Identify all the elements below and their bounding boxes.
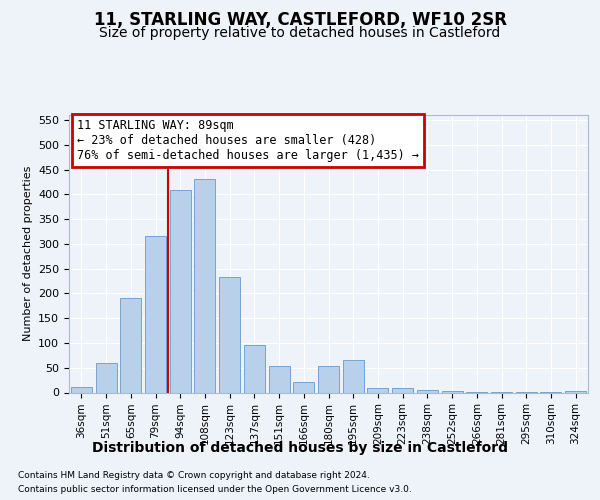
Text: Contains HM Land Registry data © Crown copyright and database right 2024.: Contains HM Land Registry data © Crown c… [18,471,370,480]
Bar [318,366,339,392]
Bar [194,180,215,392]
Text: Contains public sector information licensed under the Open Government Licence v3: Contains public sector information licen… [18,485,412,494]
Bar [71,386,92,392]
Bar [269,366,290,392]
Bar [565,390,586,392]
Text: 11, STARLING WAY, CASTLEFORD, WF10 2SR: 11, STARLING WAY, CASTLEFORD, WF10 2SR [94,11,506,29]
Bar [417,390,438,392]
Text: Distribution of detached houses by size in Castleford: Distribution of detached houses by size … [92,441,508,455]
Bar [244,346,265,393]
Bar [442,391,463,392]
Bar [120,298,141,392]
Bar [343,360,364,392]
Bar [95,363,116,392]
Bar [219,277,240,392]
Text: 11 STARLING WAY: 89sqm
← 23% of detached houses are smaller (428)
76% of semi-de: 11 STARLING WAY: 89sqm ← 23% of detached… [77,119,419,162]
Bar [170,190,191,392]
Bar [367,388,388,392]
Bar [392,388,413,392]
Y-axis label: Number of detached properties: Number of detached properties [23,166,32,342]
Bar [293,382,314,392]
Text: Size of property relative to detached houses in Castleford: Size of property relative to detached ho… [100,26,500,40]
Bar [145,236,166,392]
